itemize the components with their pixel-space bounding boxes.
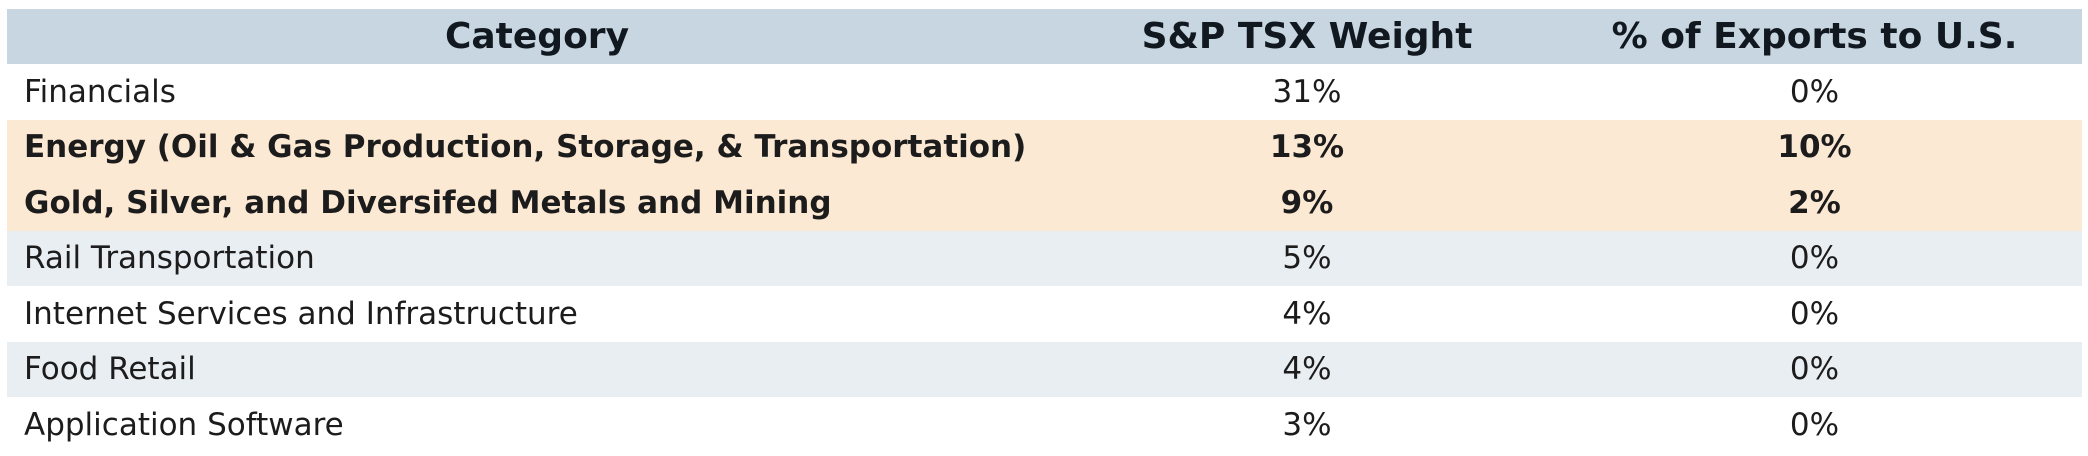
- cell-exports-to-us: 2%: [1788, 184, 1841, 221]
- cell-exports-to-us: 0%: [1789, 295, 1840, 332]
- cell-category: Financials: [24, 73, 176, 110]
- cell-tsx-weight: 5%: [1282, 240, 1332, 277]
- cell-tsx-weight: 31%: [1272, 73, 1342, 110]
- cell-tsx-weight: 9%: [1280, 184, 1334, 221]
- cell-category: Energy (Oil & Gas Production, Storage, &…: [24, 129, 1027, 166]
- table-row: Energy (Oil & Gas Production, Storage, &…: [7, 119, 2082, 175]
- cell-exports-to-us: 0%: [1789, 406, 1840, 443]
- cell-exports-to-us: 0%: [1789, 351, 1840, 388]
- table-header-row: Category S&P TSX Weight % of Exports to …: [7, 9, 2082, 64]
- cell-category: Food Retail: [24, 351, 196, 388]
- cell-tsx-weight: 4%: [1282, 351, 1332, 388]
- header-exports-to-us: % of Exports to U.S.: [1611, 16, 2018, 57]
- table-row: Internet Services and Infrastructure 4% 0%: [7, 286, 2082, 342]
- header-tsx-weight: S&P TSX Weight: [1141, 16, 1473, 57]
- table-row: Food Retail 4% 0%: [7, 341, 2082, 397]
- cell-tsx-weight: 13%: [1269, 129, 1345, 166]
- cell-exports-to-us: 0%: [1789, 240, 1840, 277]
- cell-tsx-weight: 3%: [1282, 406, 1332, 443]
- data-table: Category S&P TSX Weight % of Exports to …: [7, 9, 2082, 453]
- table-body: Financials 31% 0% Energy (Oil & Gas Product…: [7, 64, 2082, 453]
- table-row: Gold, Silver, and Diversifed Metals and …: [7, 175, 2082, 231]
- cell-exports-to-us: 0%: [1789, 73, 1840, 110]
- table-row: Financials 31% 0%: [7, 64, 2082, 120]
- cell-category: Gold, Silver, and Diversifed Metals and …: [24, 184, 832, 221]
- cell-exports-to-us: 10%: [1777, 129, 1852, 166]
- cell-tsx-weight: 4%: [1282, 295, 1332, 332]
- cell-category: Rail Transportation: [24, 240, 315, 277]
- cell-category: Application Software: [24, 406, 344, 443]
- header-category: Category: [444, 16, 630, 57]
- table-row: Application Software 3% 0%: [7, 397, 2082, 453]
- table-row: Rail Transportation 5% 0%: [7, 230, 2082, 286]
- cell-category: Internet Services and Infrastructure: [24, 295, 578, 332]
